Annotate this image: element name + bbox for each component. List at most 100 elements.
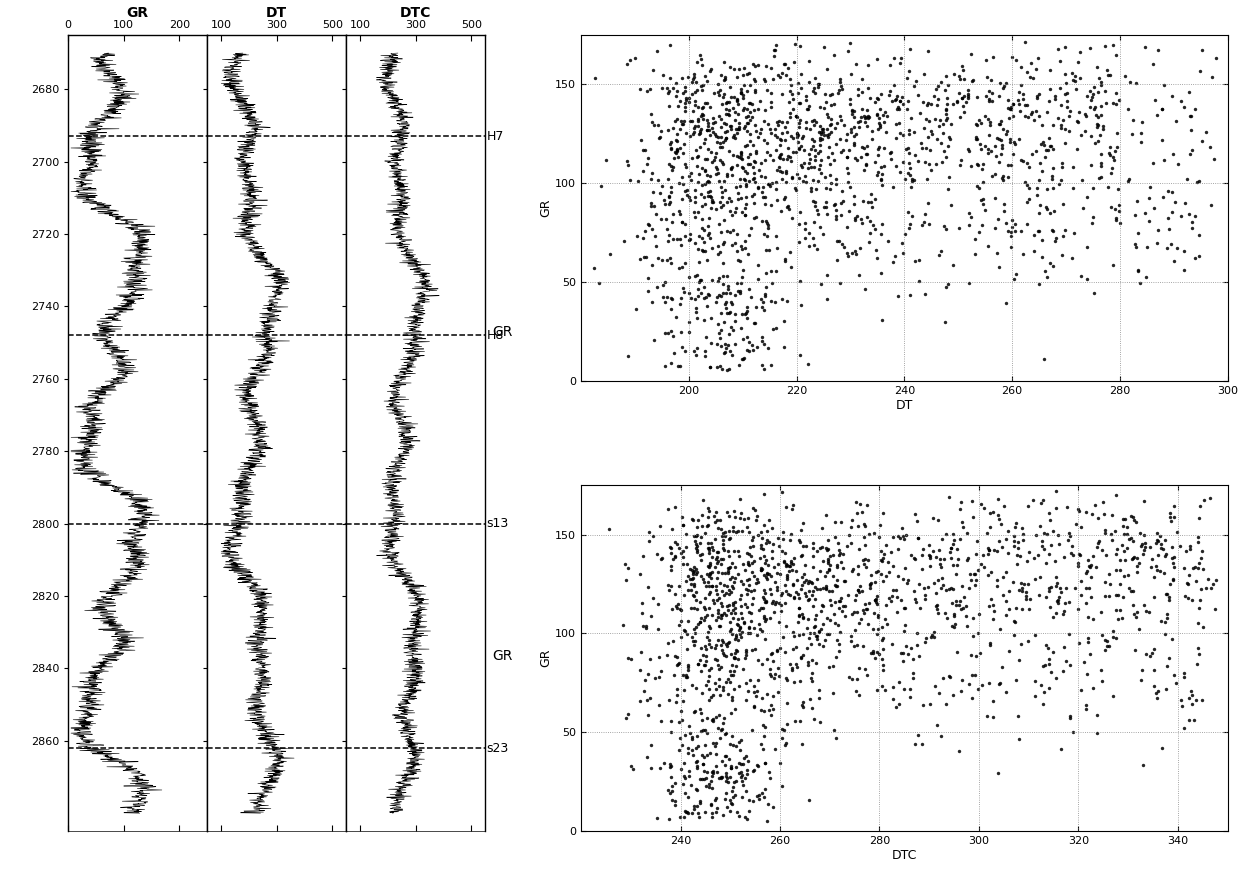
- Point: [1112, 612, 1132, 626]
- Point: [703, 111, 723, 125]
- Point: [744, 316, 764, 330]
- Point: [869, 530, 889, 544]
- Point: [722, 122, 742, 136]
- Point: [832, 237, 852, 251]
- Point: [750, 94, 770, 108]
- Point: [714, 337, 734, 351]
- Point: [1136, 270, 1156, 284]
- Point: [699, 585, 719, 599]
- Point: [1184, 251, 1204, 265]
- Point: [748, 181, 768, 195]
- Point: [804, 194, 823, 208]
- Point: [719, 306, 739, 320]
- Point: [946, 542, 966, 556]
- Point: [781, 554, 801, 568]
- Point: [694, 765, 714, 779]
- Point: [719, 509, 739, 523]
- Point: [919, 549, 939, 563]
- Point: [825, 198, 844, 212]
- Point: [692, 519, 712, 533]
- Point: [1171, 94, 1190, 108]
- Point: [698, 536, 718, 550]
- Point: [941, 198, 961, 212]
- Point: [715, 748, 735, 762]
- Point: [713, 536, 733, 550]
- Point: [707, 765, 727, 779]
- Point: [826, 595, 846, 609]
- Point: [715, 125, 735, 139]
- Point: [670, 122, 689, 136]
- Point: [658, 123, 678, 136]
- Point: [703, 712, 723, 726]
- Point: [1179, 539, 1199, 553]
- Point: [663, 329, 683, 343]
- Point: [981, 144, 1001, 158]
- Point: [687, 311, 707, 325]
- Point: [706, 505, 725, 519]
- Point: [897, 528, 916, 542]
- Point: [1145, 570, 1164, 584]
- Point: [719, 532, 739, 546]
- Point: [937, 612, 957, 626]
- Point: [740, 78, 760, 92]
- Point: [653, 290, 673, 304]
- Point: [812, 131, 832, 145]
- Point: [738, 67, 758, 81]
- Point: [672, 762, 692, 776]
- Text: H8: H8: [487, 329, 505, 342]
- Point: [735, 190, 755, 204]
- Point: [709, 288, 729, 302]
- Point: [631, 645, 651, 659]
- Point: [1126, 240, 1146, 254]
- Point: [687, 729, 707, 743]
- Point: [1059, 123, 1079, 137]
- Point: [802, 701, 822, 715]
- Point: [991, 114, 1011, 128]
- Point: [737, 124, 756, 138]
- Point: [743, 172, 763, 186]
- Point: [1189, 556, 1209, 570]
- Point: [782, 626, 802, 640]
- Point: [675, 588, 694, 602]
- Point: [678, 769, 698, 783]
- Point: [729, 123, 749, 136]
- Point: [844, 623, 864, 637]
- Point: [725, 510, 745, 524]
- Point: [712, 723, 732, 737]
- Point: [744, 103, 764, 117]
- Point: [889, 102, 909, 116]
- Point: [636, 144, 656, 158]
- Point: [738, 157, 758, 171]
- Point: [688, 290, 708, 304]
- Point: [776, 736, 796, 750]
- Point: [650, 131, 670, 145]
- Point: [662, 784, 682, 798]
- Point: [920, 696, 940, 710]
- Point: [967, 158, 987, 172]
- Point: [692, 706, 712, 720]
- Point: [949, 86, 968, 100]
- Point: [687, 799, 707, 813]
- Point: [668, 618, 688, 632]
- Point: [760, 611, 780, 625]
- Point: [1164, 510, 1184, 524]
- Point: [723, 223, 743, 237]
- Point: [960, 581, 980, 595]
- Point: [698, 725, 718, 739]
- Point: [970, 646, 990, 660]
- Point: [957, 550, 977, 564]
- Point: [820, 182, 839, 196]
- Point: [739, 626, 759, 640]
- Point: [931, 136, 951, 150]
- Point: [1006, 515, 1025, 529]
- Point: [662, 215, 682, 229]
- Point: [990, 512, 1009, 526]
- Point: [667, 601, 687, 615]
- Point: [699, 637, 719, 651]
- Point: [1200, 491, 1220, 505]
- Point: [852, 505, 872, 519]
- Point: [712, 179, 732, 193]
- Point: [861, 578, 880, 592]
- Point: [817, 581, 837, 595]
- Point: [873, 506, 893, 520]
